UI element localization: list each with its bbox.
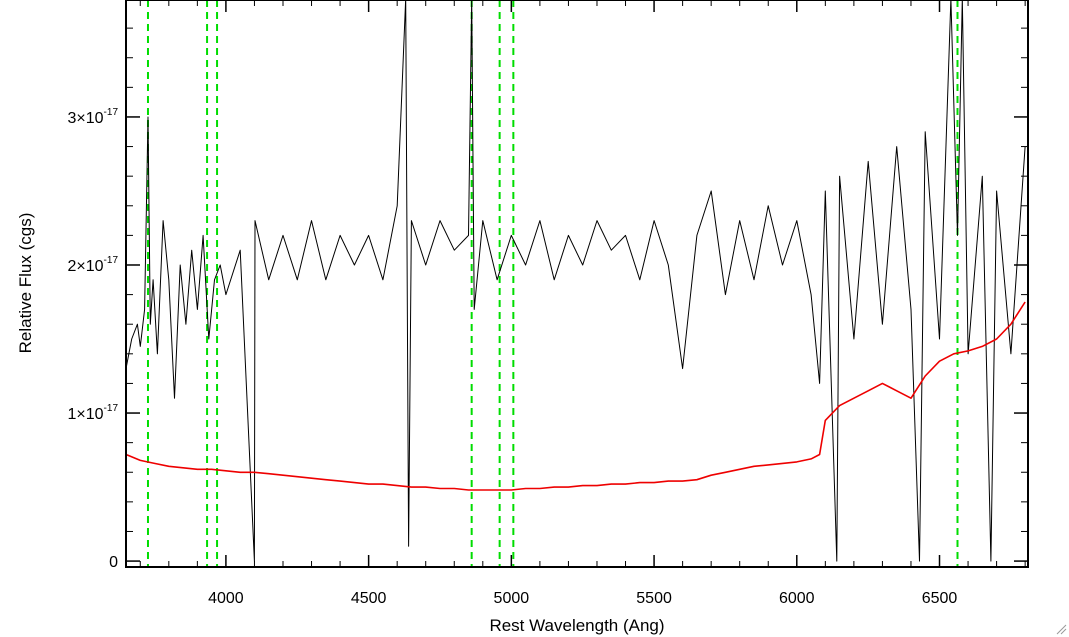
y-axis-title: Relative Flux (cgs) <box>16 213 35 354</box>
x-tick-label: 5000 <box>494 590 530 607</box>
y-tick-label: 3×10-17 <box>68 107 119 127</box>
y-axis-ticks: 0 1×10-17 2×10-17 3×10-17 <box>68 27 1028 571</box>
x-tick-label: 4500 <box>351 590 387 607</box>
spectrum-series <box>126 0 1026 562</box>
x-axis-title: Rest Wavelength (Ang) <box>489 616 664 635</box>
x-axis-ticks: 4000 4500 5000 5500 6000 6500 <box>139 0 1026 607</box>
y-tick-label: 1×10-17 <box>68 403 119 423</box>
observed-spectrum-line <box>126 0 1026 562</box>
y-tick-label: 0 <box>109 554 118 571</box>
y-tick-label: 2×10-17 <box>68 255 119 275</box>
x-tick-label: 4000 <box>208 590 244 607</box>
x-tick-label: 6500 <box>922 590 958 607</box>
model-spectrum-line <box>126 301 1026 491</box>
resize-grip-icon[interactable] <box>1055 623 1067 635</box>
emission-line-markers <box>146 0 959 567</box>
plot-frame <box>125 0 1029 568</box>
x-tick-label: 5500 <box>636 590 672 607</box>
x-tick-label: 6000 <box>779 590 815 607</box>
